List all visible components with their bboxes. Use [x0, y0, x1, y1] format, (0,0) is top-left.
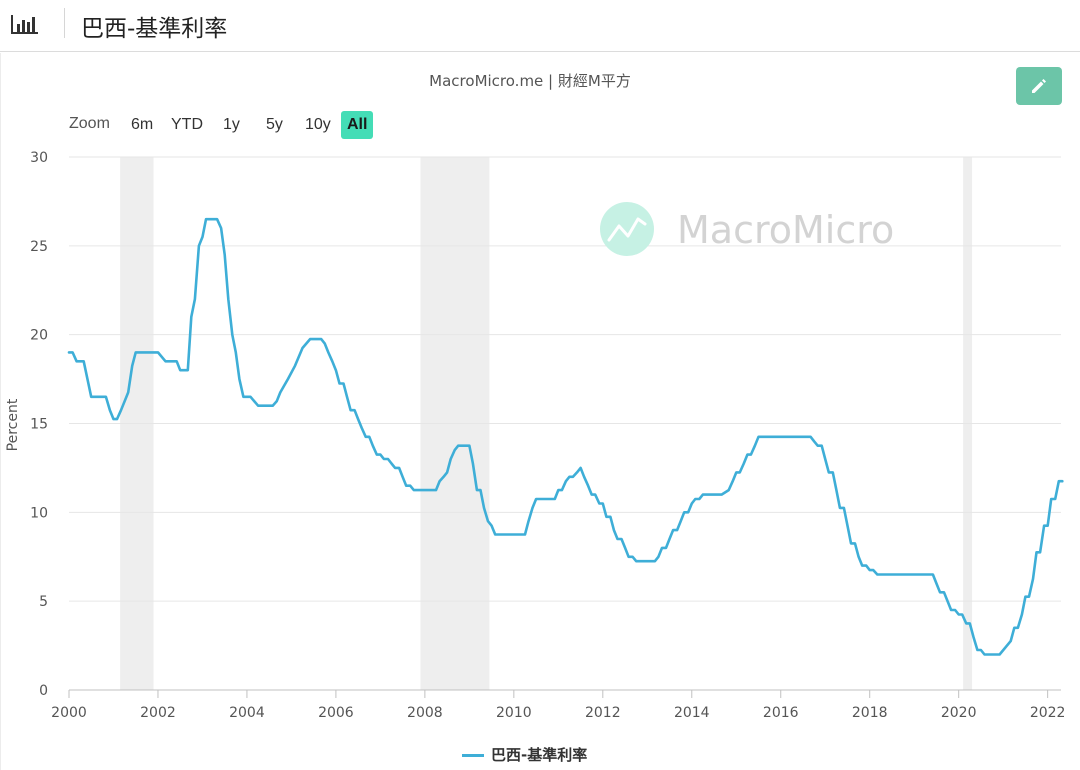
y-tick-label: 10: [30, 505, 48, 521]
x-tick-label: 2014: [674, 705, 710, 721]
legend: 巴西-基準利率: [0, 740, 1080, 770]
chart-panel: [0, 53, 1080, 770]
x-tick-label: 2000: [51, 705, 87, 721]
chart-source: MacroMicro.me | 財經M平方: [429, 72, 631, 90]
zoom-10y-button[interactable]: 10y: [305, 116, 331, 133]
y-tick-label: 20: [30, 328, 48, 344]
edit-button[interactable]: [1016, 67, 1062, 105]
x-tick-label: 2016: [763, 705, 799, 721]
macromicro-logo-icon: [600, 202, 654, 256]
gridlines: [69, 156, 1061, 602]
y-tick-label: 5: [39, 594, 48, 610]
x-tick-label: 2020: [941, 705, 977, 721]
y-tick-label: 30: [30, 150, 48, 166]
watermark-logo-line: [607, 217, 647, 242]
x-tick-label: 2008: [407, 705, 443, 721]
x-tick-label: 2018: [852, 705, 888, 721]
axes: 0 5 10 15 20 25 30 2000 2002 2004 2006 2008 2010 2012…: [30, 150, 1065, 721]
header-bar: 巴西-基準利率: [0, 0, 1080, 52]
y-tick-label: 25: [30, 239, 48, 255]
line-chart: MacroMicro 0 5 10 15 20 25 30 2000 2002 2004 2006 2…: [5, 150, 1065, 721]
x-tick-label: 2002: [140, 705, 176, 721]
series-line: [67, 217, 1064, 656]
legend-swatch: [462, 754, 484, 757]
header-divider: [64, 8, 65, 38]
zoom-label: Zoom: [69, 115, 110, 132]
x-tick-label: 2006: [318, 705, 354, 721]
zoom-6m-button[interactable]: 6m: [131, 116, 154, 133]
zoom-5y-button[interactable]: 5y: [266, 116, 283, 133]
zoom-1y-button[interactable]: 1y: [223, 116, 240, 133]
watermark: MacroMicro: [600, 202, 894, 256]
zoom-all-button[interactable]: All: [341, 111, 374, 139]
watermark-text: MacroMicro: [677, 208, 894, 252]
bar-chart-icon[interactable]: [10, 11, 40, 37]
y-tick-label: 15: [30, 417, 48, 433]
y-tick-label: 0: [39, 683, 48, 699]
x-tick-label: 2004: [229, 705, 265, 721]
x-tick-label: 2010: [496, 705, 532, 721]
x-tick-label: 2022: [1030, 705, 1066, 721]
page-title: 巴西-基準利率: [81, 16, 228, 42]
pencil-icon: [1032, 79, 1046, 93]
zoom-ytd-button[interactable]: YTD: [171, 116, 203, 133]
y-axis-title: Percent: [5, 398, 21, 451]
legend-label: 巴西-基準利率: [491, 746, 588, 764]
x-tick-label: 2012: [585, 705, 621, 721]
series-layer: [67, 217, 1064, 656]
